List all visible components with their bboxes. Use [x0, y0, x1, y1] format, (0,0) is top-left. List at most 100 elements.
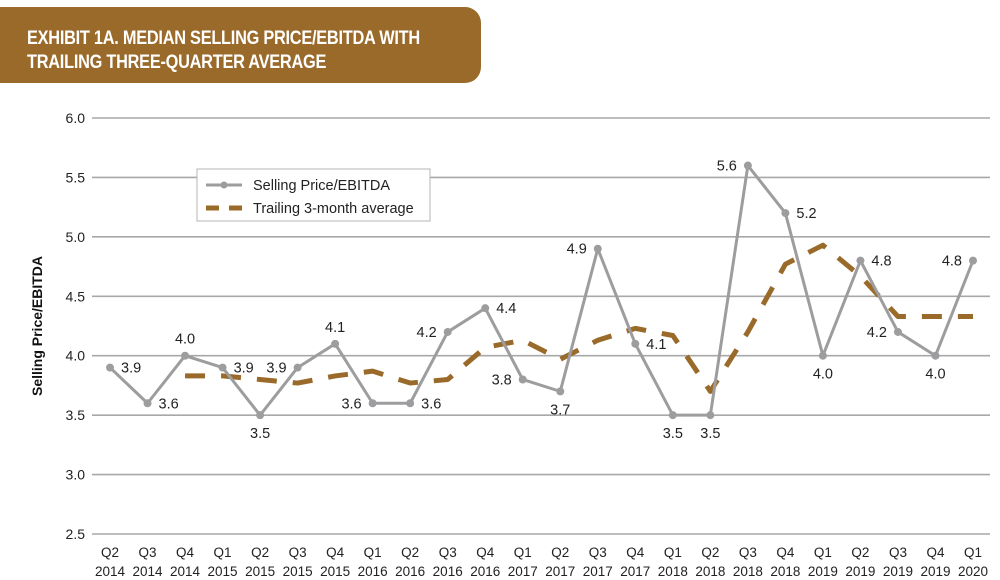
- data-label: 3.6: [159, 396, 179, 412]
- data-point: [706, 411, 715, 420]
- x-tick-quarter: Q3: [289, 545, 307, 560]
- legend-box: [196, 168, 431, 222]
- x-tick-year: 2014: [170, 564, 201, 579]
- data-point: [368, 399, 377, 408]
- x-tick-quarter: Q4: [476, 545, 495, 560]
- x-tick-year: 2017: [583, 564, 613, 579]
- x-tick-year: 2019: [920, 564, 950, 579]
- data-point: [481, 304, 490, 313]
- y-tick-label: 4.0: [66, 348, 86, 364]
- x-tick-year: 2016: [395, 564, 425, 579]
- data-label: 4.0: [813, 367, 833, 383]
- x-tick-year: 2016: [433, 564, 463, 579]
- data-label: 4.0: [925, 367, 945, 383]
- y-axis-ticks: 6.0 5.5 5.0 4.5 4.0 3.5 3.0 2.5: [66, 110, 86, 542]
- data-point: [406, 399, 415, 408]
- x-tick-quarter: Q3: [439, 545, 457, 560]
- data-point: [856, 256, 865, 265]
- x-tick-quarter: Q3: [139, 545, 157, 560]
- x-tick-year: 2016: [358, 564, 388, 579]
- data-label: 5.6: [717, 159, 737, 175]
- x-tick-year: 2015: [283, 564, 313, 579]
- data-label: 4.4: [496, 301, 516, 317]
- data-point: [256, 411, 265, 420]
- x-tick-quarter: Q3: [889, 545, 907, 560]
- x-tick-quarter: Q2: [401, 545, 419, 560]
- data-point: [931, 351, 940, 360]
- data-point: [293, 363, 302, 372]
- data-point: [181, 351, 190, 360]
- x-tick-quarter: Q1: [514, 545, 532, 560]
- data-point: [218, 363, 227, 372]
- data-label: 4.0: [175, 332, 195, 348]
- data-point: [818, 351, 827, 360]
- x-tick-quarter: Q4: [776, 545, 795, 560]
- x-tick-year: 2015: [245, 564, 275, 579]
- x-tick-quarter: Q2: [851, 545, 869, 560]
- data-label: 4.9: [567, 242, 587, 258]
- data-label: 3.9: [266, 361, 286, 377]
- x-tick-quarter: Q2: [701, 545, 719, 560]
- x-tick-quarter: Q1: [364, 545, 382, 560]
- y-tick-label: 4.5: [66, 288, 86, 304]
- trailing-average-line: [185, 242, 973, 394]
- x-tick-year: 2018: [733, 564, 763, 579]
- x-tick-year: 2018: [770, 564, 800, 579]
- data-label: 3.9: [121, 361, 141, 377]
- x-tick-quarter: Q4: [326, 545, 345, 560]
- chart-title-line2: TRAILING THREE-QUARTER AVERAGE: [27, 52, 327, 73]
- y-axis-label: Selling Price/EBITDA: [29, 256, 45, 396]
- data-point: [743, 161, 752, 170]
- data-point: [556, 387, 565, 396]
- x-tick-quarter: Q1: [664, 545, 682, 560]
- legend-label-selling-price: Selling Price/EBITDA: [253, 178, 390, 194]
- data-point: [893, 327, 902, 336]
- selling-price-line: [108, 164, 975, 417]
- x-tick-quarter: Q1: [814, 545, 832, 560]
- data-point: [781, 209, 790, 218]
- x-axis-ticks: Q2 2014 Q3 2014 Q4 2014 Q1 2015 Q2 2015 Q3 2015 Q4 20…: [95, 545, 988, 579]
- data-label: 4.1: [646, 337, 666, 353]
- gridlines: [92, 117, 990, 535]
- x-tick-year: 2014: [132, 564, 163, 579]
- x-tick-quarter: Q3: [589, 545, 607, 560]
- chart-title: EXHIBIT 1A. MEDIAN SELLING PRICE/EBITDA …: [27, 27, 420, 75]
- y-tick-label: 3.5: [66, 407, 86, 423]
- x-tick-year: 2019: [808, 564, 838, 579]
- data-label: 3.6: [341, 396, 361, 412]
- x-tick-year: 2017: [545, 564, 575, 579]
- legend-marker-selling-price: [220, 181, 228, 189]
- y-tick-label: 5.5: [66, 169, 86, 185]
- x-tick-quarter: Q2: [251, 545, 269, 560]
- data-label: 3.9: [234, 361, 254, 377]
- x-tick-quarter: Q2: [551, 545, 569, 560]
- x-tick-quarter: Q2: [101, 545, 119, 560]
- data-point: [631, 339, 640, 348]
- x-tick-quarter: Q3: [739, 545, 757, 560]
- legend-label-trailing-average: Trailing 3-month average: [253, 201, 414, 217]
- data-point: [518, 375, 527, 384]
- data-label: 4.2: [867, 325, 887, 341]
- data-point: [443, 327, 452, 336]
- data-label: 4.2: [417, 325, 437, 341]
- x-tick-quarter: Q1: [964, 545, 982, 560]
- x-tick-year: 2020: [958, 564, 988, 579]
- x-tick-quarter: Q1: [214, 545, 232, 560]
- data-label: 3.8: [492, 372, 512, 388]
- y-tick-label: 5.0: [66, 229, 86, 245]
- data-label: 3.7: [550, 402, 570, 418]
- data-point: [331, 339, 340, 348]
- series-trailing-average: [185, 242, 973, 394]
- data-label: 5.2: [796, 206, 816, 222]
- chart-title-line1: EXHIBIT 1A. MEDIAN SELLING PRICE/EBITDA …: [27, 28, 420, 49]
- data-point: [593, 244, 602, 253]
- data-label: 3.6: [421, 396, 441, 412]
- x-tick-year: 2019: [883, 564, 913, 579]
- data-point: [668, 411, 677, 420]
- x-tick-year: 2014: [95, 564, 126, 579]
- data-label: 3.5: [663, 426, 683, 442]
- data-point: [143, 399, 152, 408]
- legend: Selling Price/EBITDA Trailing 3-month av…: [196, 168, 431, 222]
- x-tick-quarter: Q4: [176, 545, 195, 560]
